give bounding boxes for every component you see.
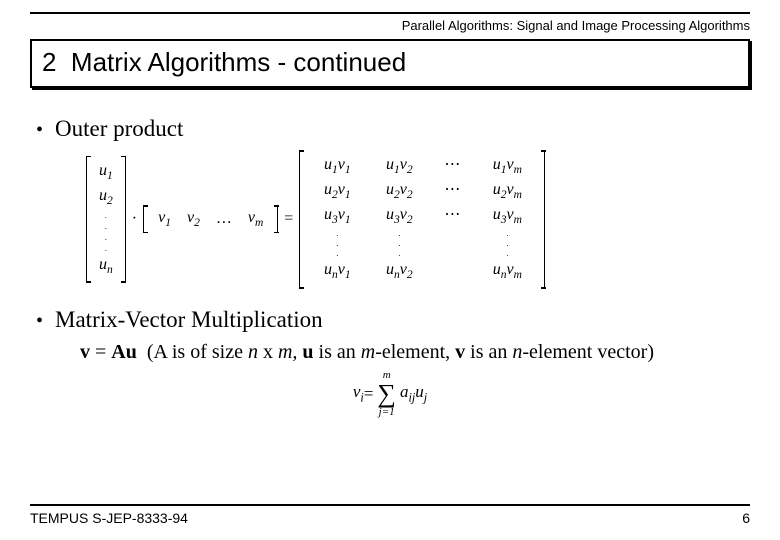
dot-operator: · [132,210,137,228]
bullet-matrix-vector: • Matrix-Vector Multiplication [36,307,744,333]
header-rule [30,12,750,14]
row-vector-v: v1 v2 … vm [143,205,278,233]
bullet-mv-label: Matrix-Vector Multiplication [55,307,323,333]
column-vector-u: u1 u2 . . . . un [86,156,126,283]
header-course: Parallel Algorithms: Signal and Image Pr… [30,16,750,37]
bullet-dot-icon: • [36,311,43,331]
bullet-dot-icon: • [36,120,43,140]
mv-definition: v = Au (A is of size n x m, u is an m-el… [80,341,744,364]
result-matrix: u1v1 u1v2 ⋯ u1vm u2v1 u2v2 ⋯ u2vm u3v1 u… [299,150,545,289]
equals-operator: = [284,210,293,228]
footer-page-number: 6 [742,510,750,526]
bullet-outer-product: • Outer product [36,116,744,142]
content: • Outer product u1 u2 . . . . un · v1 v2… [30,88,750,418]
title-text: 2 Matrix Algorithms - continued [42,47,406,77]
title-box: 2 Matrix Algorithms - continued [30,39,750,88]
footer-left: TEMPUS S-JEP-8333-94 [30,510,188,526]
footer: TEMPUS S-JEP-8333-94 6 [30,504,750,526]
mv-summation: vi = m ∑ j=1 aijuj [36,370,744,418]
title-number: 2 [42,47,56,77]
bullet-outer-label: Outer product [55,116,183,142]
outer-product-equation: u1 u2 . . . . un · v1 v2 … vm = u1v1 u1v… [86,150,744,289]
title-label: Matrix Algorithms - continued [71,47,406,77]
